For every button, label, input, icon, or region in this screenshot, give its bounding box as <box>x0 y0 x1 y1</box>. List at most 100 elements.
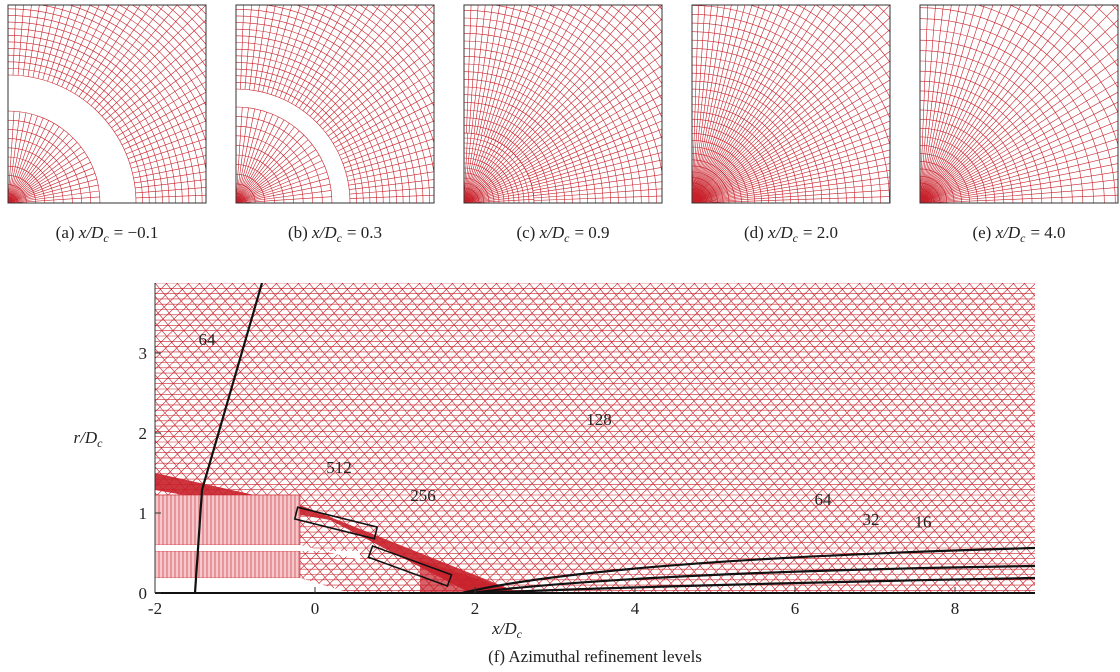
mesh-line <box>638 283 900 593</box>
mesh-line <box>1057 283 1120 593</box>
mesh-radial <box>920 5 944 203</box>
mesh-radial <box>116 81 206 137</box>
mesh-line <box>484 283 806 593</box>
mesh-radial <box>306 5 393 114</box>
mesh-radial <box>236 123 290 203</box>
mesh-radial <box>87 5 165 103</box>
mesh-radial <box>464 133 476 203</box>
mesh-radial <box>692 5 890 203</box>
mesh-radial <box>505 5 613 148</box>
mesh-line <box>539 283 861 593</box>
mesh-line <box>858 422 1035 593</box>
mesh-arc <box>68 5 206 143</box>
mesh-radial <box>522 75 662 166</box>
mesh-radial <box>309 5 406 117</box>
panel-caption: (e) x/Dc = 4.0 <box>972 223 1065 245</box>
mesh-line <box>429 283 691 593</box>
mesh-line <box>737 304 1035 593</box>
mesh-radial <box>8 129 65 203</box>
text-part: (c) <box>516 223 535 242</box>
mesh-line <box>429 283 751 593</box>
mesh-radial <box>236 130 300 203</box>
mesh-radial <box>692 17 890 203</box>
mesh-line <box>737 283 999 593</box>
mesh-line <box>1079 283 1120 593</box>
mesh-radial <box>481 5 515 136</box>
mesh-line <box>231 283 493 593</box>
mesh-line <box>517 283 779 593</box>
mesh-radial <box>532 159 662 189</box>
mesh-radial <box>692 50 890 203</box>
mesh-arc <box>1111 5 1118 12</box>
mesh-line <box>352 283 674 593</box>
mesh-line <box>155 283 322 445</box>
mesh-radial <box>52 5 82 84</box>
mesh-line <box>616 283 938 593</box>
mesh-line <box>781 347 1035 593</box>
mesh-radial <box>133 163 206 179</box>
mesh-radial <box>135 194 206 199</box>
mesh-radial <box>528 120 662 177</box>
mesh-line <box>198 283 460 593</box>
mesh-line <box>627 283 949 593</box>
mesh-radial <box>37 5 56 79</box>
mesh-arc <box>1009 5 1118 114</box>
mesh-line <box>693 283 955 593</box>
mesh-radial <box>90 5 178 106</box>
mesh-line <box>748 315 1035 593</box>
mesh-line <box>451 283 713 593</box>
mesh-radial <box>464 164 523 203</box>
mesh-radial <box>135 179 206 189</box>
mesh-radial <box>692 176 890 203</box>
mesh-radial <box>490 5 547 139</box>
mesh-radial <box>8 142 78 203</box>
mesh-line <box>704 283 1026 593</box>
mesh-radial <box>98 5 206 113</box>
mesh-radial <box>464 137 490 203</box>
mesh-radial <box>70 5 120 92</box>
mesh-radial <box>236 110 262 203</box>
mesh-line <box>539 283 801 593</box>
mesh-line <box>836 400 1035 593</box>
mesh-radial <box>920 70 1118 203</box>
mesh-radial <box>519 54 662 162</box>
mesh-line <box>847 283 1035 507</box>
mesh-arc <box>236 0 529 203</box>
mesh-line <box>155 321 383 593</box>
mesh-arc <box>548 5 662 119</box>
mesh-line <box>1112 283 1120 593</box>
mesh-line <box>1090 283 1120 593</box>
mesh-arc <box>371 5 434 68</box>
mesh-line <box>792 283 1035 573</box>
mesh-line <box>803 368 1035 593</box>
mesh-arc <box>143 5 206 68</box>
mesh-arc <box>196 5 206 15</box>
mesh-radial <box>105 33 206 121</box>
mesh-line <box>155 295 405 593</box>
mesh-line <box>506 283 768 593</box>
mesh-radial <box>492 5 555 140</box>
mesh-radial <box>692 135 890 203</box>
mesh-radial <box>488 5 539 138</box>
mesh-arc <box>1055 5 1118 68</box>
mesh-radial <box>692 79 890 203</box>
mesh-radial <box>8 196 100 203</box>
text-part: x/D <box>995 223 1021 242</box>
mesh-line <box>704 283 966 593</box>
mesh-radial <box>8 126 60 203</box>
mesh-radial <box>319 19 434 126</box>
mesh-radial <box>12 5 17 76</box>
mesh-radial <box>920 163 1118 203</box>
mesh-radial <box>236 114 274 203</box>
mesh-line <box>0 283 145 593</box>
mesh-radial <box>8 156 88 203</box>
mesh-line <box>462 283 784 593</box>
mesh-line <box>176 283 438 593</box>
mesh-radial <box>692 5 725 203</box>
mesh-radial <box>485 5 531 137</box>
mesh-line <box>155 283 333 455</box>
text-part: (e) <box>972 223 991 242</box>
mesh-radial <box>920 5 1118 203</box>
mesh-line <box>781 283 1035 586</box>
